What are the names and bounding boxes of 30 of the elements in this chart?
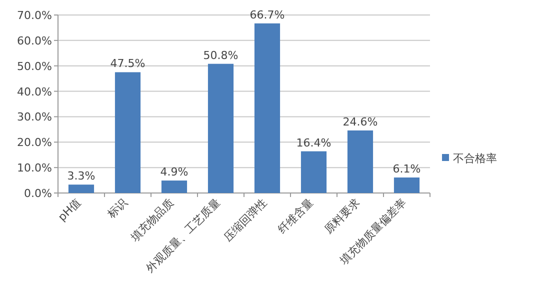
- bar: [161, 180, 188, 193]
- data-label: 47.5%: [110, 57, 146, 70]
- data-label: 66.7%: [250, 8, 285, 22]
- bar: [254, 23, 280, 193]
- x-tick-label: 标识: [104, 196, 130, 222]
- data-label: 4.9%: [160, 166, 188, 179]
- y-tick-label: 30.0%: [17, 110, 52, 124]
- x-tick-label: 纤维含量: [276, 196, 316, 236]
- bar: [347, 130, 374, 193]
- bar: [68, 184, 94, 193]
- data-label: 6.1%: [392, 162, 421, 176]
- x-tick-label: 原料要求: [322, 196, 362, 236]
- y-tick-label: 50.0%: [17, 60, 52, 73]
- data-label: 16.4%: [296, 136, 332, 150]
- bar: [394, 177, 420, 193]
- bar: [208, 64, 234, 193]
- y-tick-label: 40.0%: [17, 85, 52, 98]
- y-tick-label: 0.0%: [24, 187, 52, 200]
- y-tick-label: 60.0%: [17, 34, 52, 48]
- y-tick-label: 20.0%: [17, 136, 52, 150]
- y-tick-label: 70.0%: [17, 9, 52, 22]
- x-tick-label: 压缩回弹性: [221, 196, 270, 244]
- legend-label: 不合格率: [453, 152, 497, 165]
- data-label: 50.8%: [203, 48, 238, 62]
- bar: [114, 72, 141, 193]
- y-tick-label: 10.0%: [17, 162, 52, 175]
- x-tick-label: pH值: [56, 196, 84, 224]
- bar: [300, 151, 327, 193]
- data-label: 24.6%: [342, 115, 378, 128]
- data-label: 3.3%: [67, 170, 96, 183]
